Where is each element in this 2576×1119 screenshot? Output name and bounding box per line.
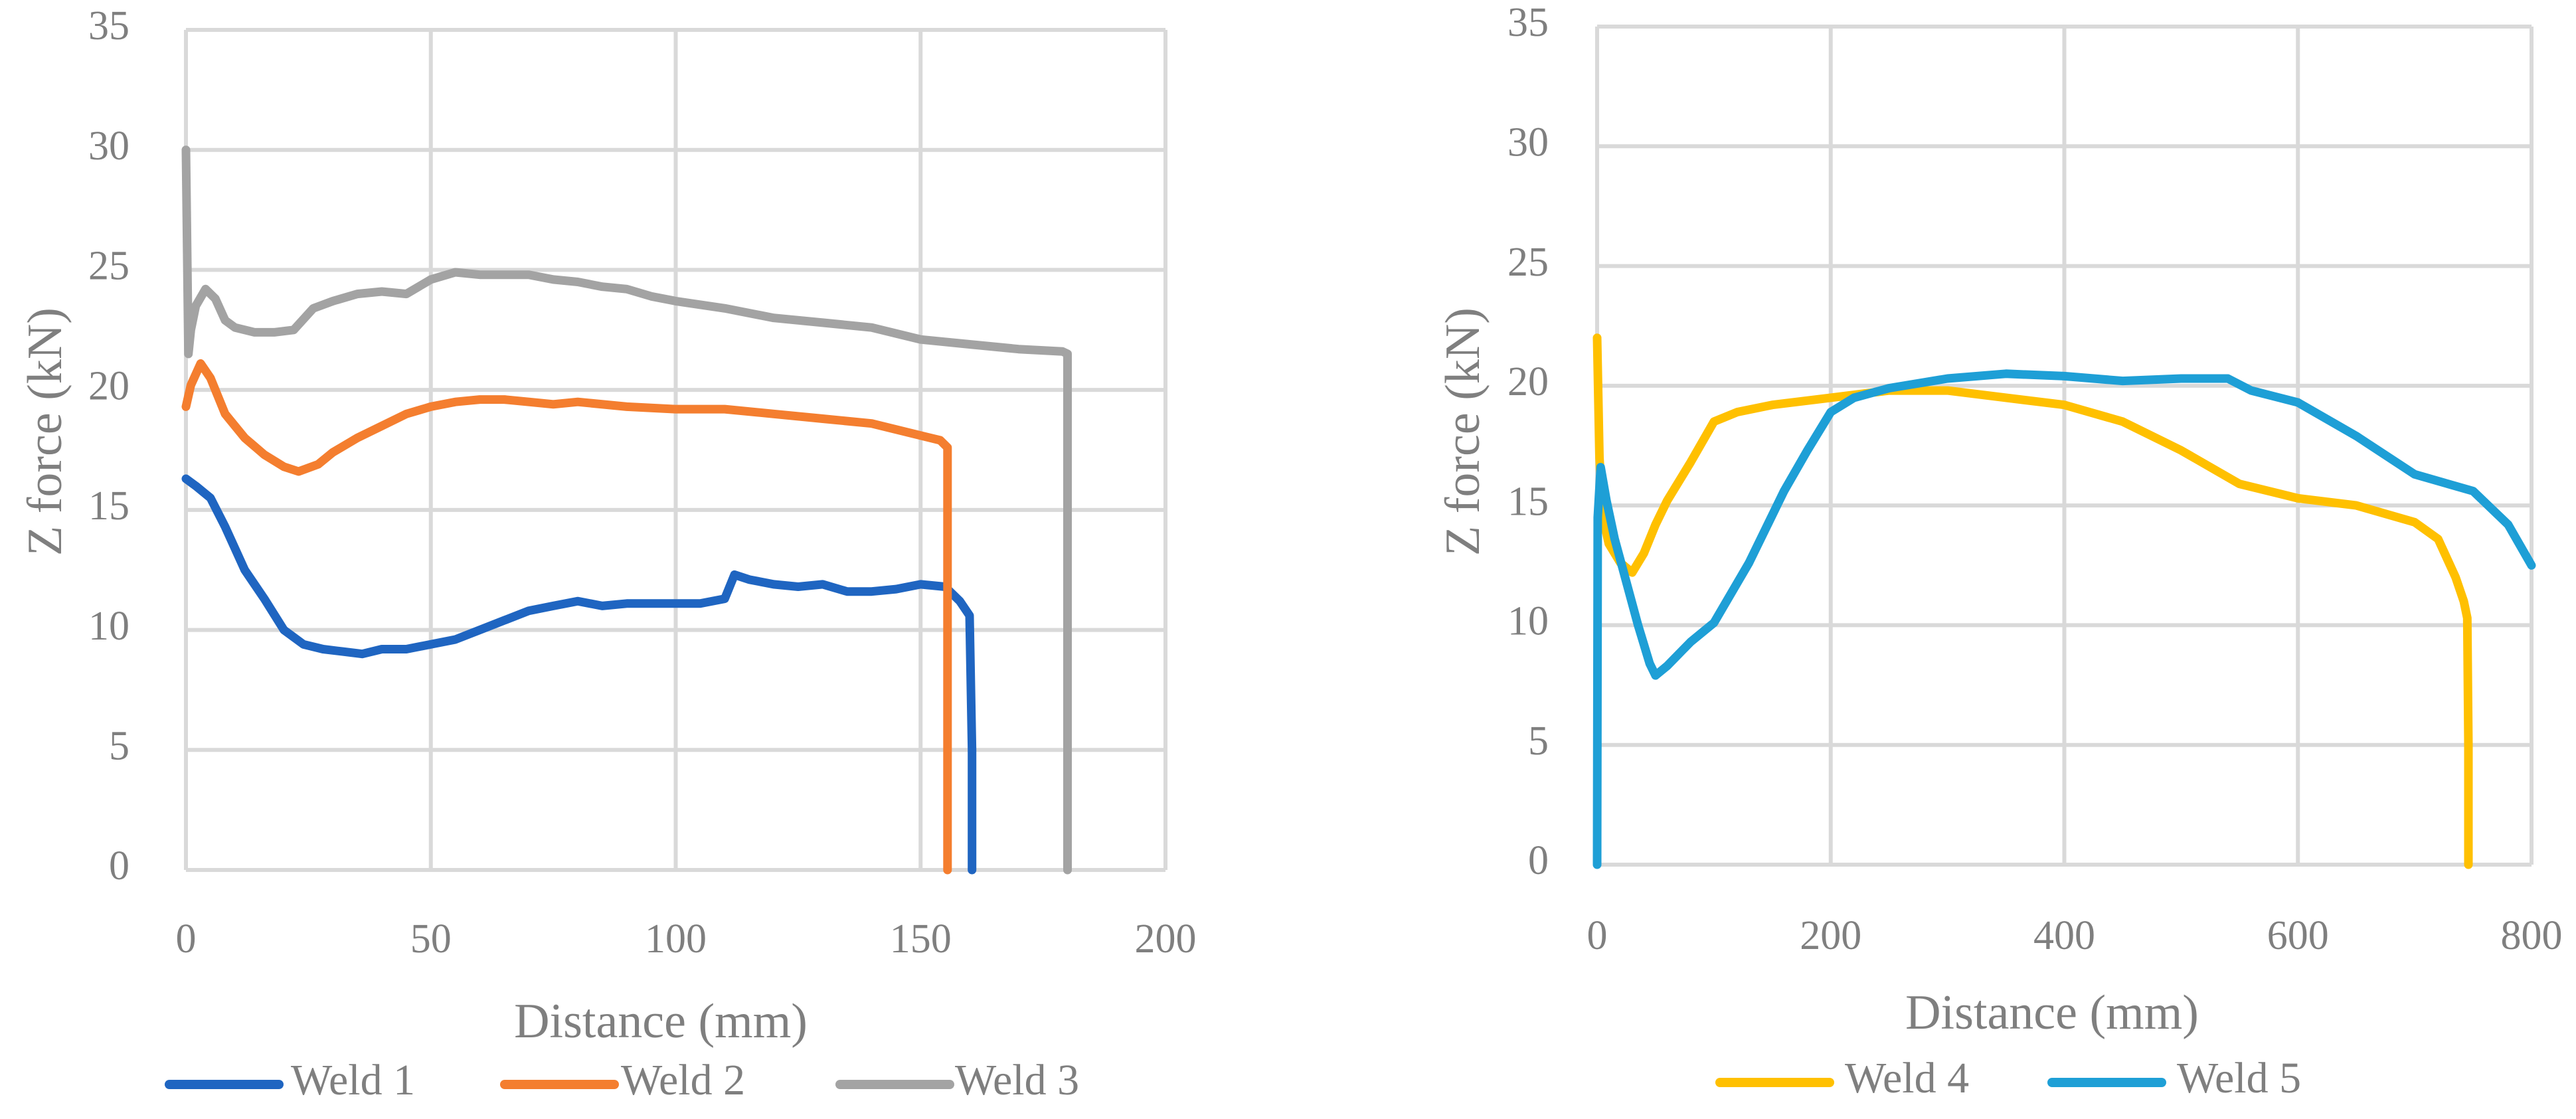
legend-label-weld-2: Weld 2 (621, 1056, 745, 1104)
chart-left-x-tick-label: 0 (176, 916, 197, 962)
chart-right-x-tick-label: 600 (2267, 913, 2329, 958)
series-line-weld-3 (181, 145, 1072, 875)
chart-left-y-tick-label: 0 (109, 843, 129, 889)
chart-right-x-tick-label: 0 (1587, 913, 1608, 958)
chart-left-x-tick-label: 100 (645, 916, 707, 962)
chart-left-y-axis-title: Z force (kN) (18, 307, 72, 556)
legend-label-weld-5: Weld 5 (2177, 1054, 2301, 1102)
chart-left-y-tick-label: 35 (88, 3, 129, 48)
chart-right-x-axis-title: Distance (mm) (1905, 986, 2199, 1040)
chart-right-y-tick-label: 0 (1528, 838, 1549, 883)
chart-left-y-tick-label: 20 (88, 363, 129, 408)
series-line-weld-1 (181, 474, 977, 875)
chart-left-x-axis-title: Distance (mm) (514, 994, 808, 1049)
chart-right-x-tick-label: 200 (1800, 913, 1861, 958)
chart-right-x-tick-label: 400 (2033, 913, 2095, 958)
chart-right-y-axis-title: Z force (kN) (1436, 307, 1490, 556)
chart-right-y-tick-label: 35 (1507, 0, 1549, 45)
chart-left-gridlines (184, 28, 1167, 872)
chart-right-y-tick-label: 5 (1528, 719, 1549, 764)
legend-label-weld-1: Weld 1 (291, 1056, 415, 1104)
chart-left-x-tick-label: 150 (890, 916, 952, 962)
chart-right-y-tick-label: 25 (1507, 240, 1549, 285)
series-line-weld-5 (1592, 369, 2536, 869)
chart-right: Z force (kN) Distance (mm) 0 5 10 15 20 25 30 3… (1436, 0, 2563, 1102)
chart-left-y-tick-label: 10 (88, 604, 129, 649)
chart-right-x-tick-label: 800 (2501, 913, 2563, 958)
chart-left: Z force (kN) Distance (mm) 0 5 10 15 20 25 30 3… (18, 3, 1197, 1104)
chart-right-y-tick-label: 20 (1507, 359, 1549, 404)
chart-left-x-tick-label: 200 (1135, 916, 1197, 962)
chart-left-y-tick-label: 25 (88, 244, 129, 289)
chart-right-gridlines (1595, 25, 2533, 867)
chart-left-y-tick-label: 30 (88, 124, 129, 169)
legend-label-weld-3: Weld 3 (955, 1056, 1079, 1104)
chart-left-y-tick-label: 5 (109, 724, 129, 769)
legend-label-weld-4: Weld 4 (1845, 1054, 1969, 1102)
chart-right-y-tick-label: 30 (1507, 120, 1549, 165)
chart-left-x-tick-label: 50 (410, 916, 452, 962)
chart-right-y-tick-label: 15 (1507, 479, 1549, 524)
chart-left-y-tick-label: 15 (88, 483, 129, 529)
chart-right-y-tick-label: 10 (1507, 599, 1549, 644)
series-line-weld-2 (181, 359, 952, 875)
series-line-weld-4 (1592, 333, 2473, 869)
